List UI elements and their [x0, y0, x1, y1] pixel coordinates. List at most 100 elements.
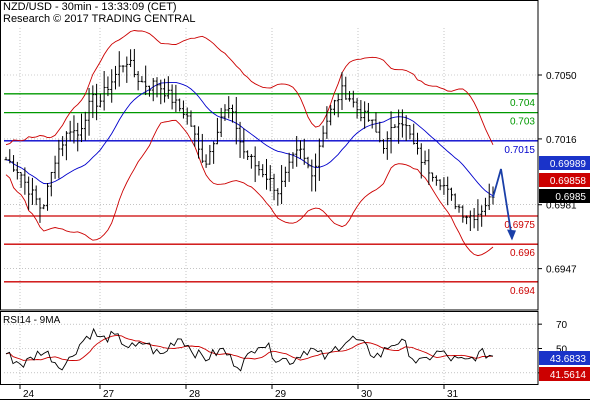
bollinger-lower-band — [5, 119, 494, 257]
price-bar — [298, 140, 302, 159]
price-bar — [15, 161, 19, 180]
price-bar — [80, 113, 84, 143]
price-bars — [4, 48, 495, 232]
price-bar — [257, 161, 261, 176]
ma-value-label-box — [539, 156, 590, 170]
price-bar — [480, 205, 484, 227]
rsi-ma-value-label: 41.5614 — [550, 370, 587, 381]
price-bar — [49, 171, 53, 197]
price-bar — [423, 150, 427, 165]
rsi-value-label-box — [539, 351, 590, 365]
price-bar — [185, 107, 189, 125]
price-bar — [487, 183, 491, 210]
price-bar — [280, 165, 284, 205]
rsi-ma-value-label-box — [539, 367, 590, 381]
price-bar — [276, 188, 280, 206]
rsi-value-label: 43.6833 — [550, 354, 587, 365]
price-bar — [30, 177, 34, 205]
rsi-tick-label: 70 — [556, 320, 568, 331]
level-label-support: 0.6975 — [504, 220, 535, 231]
price-bar — [4, 156, 8, 161]
chart-title: NZD/USD - 30min - 13:33:09 (CET) — [3, 1, 177, 13]
price-bar — [348, 91, 352, 102]
price-bar — [125, 56, 129, 83]
price-bar — [189, 110, 193, 127]
level-label-pivot: 0.7015 — [504, 145, 535, 156]
price-bar — [374, 112, 378, 133]
price-bar — [102, 70, 106, 111]
price-bar — [166, 76, 170, 99]
price-bar — [12, 155, 16, 172]
price-bar — [136, 71, 140, 91]
rsi-ma-line — [5, 334, 494, 362]
price-bar — [340, 72, 344, 110]
price-bar — [363, 101, 367, 129]
price-bar — [174, 84, 178, 112]
price-bar — [412, 123, 416, 145]
price-bar — [385, 131, 389, 160]
price-bar — [408, 125, 412, 140]
price-bar — [163, 78, 167, 103]
price-bar — [472, 208, 476, 229]
price-bar — [325, 106, 329, 139]
price-bar — [238, 121, 242, 158]
price-bar — [159, 79, 163, 105]
price-bar — [117, 51, 121, 87]
price-bar — [310, 159, 314, 192]
price-bar — [38, 197, 42, 223]
level-label-resistance: 0.703 — [510, 117, 535, 128]
price-bar — [427, 149, 431, 185]
price-bar — [147, 85, 151, 97]
price-bar — [291, 152, 295, 169]
price-bar — [23, 167, 27, 195]
price-bar — [264, 158, 268, 190]
date-tick-label: 27 — [103, 389, 115, 400]
date-tick-label: 29 — [275, 389, 287, 400]
date-tick-label: 28 — [189, 389, 201, 400]
price-bar — [457, 204, 461, 213]
price-tick-label: 0.6981 — [546, 201, 577, 212]
price-bar — [253, 146, 257, 183]
price-bar — [434, 175, 438, 186]
level-label-support: 0.694 — [510, 286, 535, 297]
price-bar — [231, 104, 235, 123]
price-bar — [8, 149, 12, 164]
rsi-line — [5, 327, 494, 372]
price-bar — [72, 115, 76, 144]
price-bar — [332, 99, 336, 116]
price-bar — [453, 193, 457, 210]
price-bar — [302, 138, 306, 165]
forecast-path — [492, 168, 513, 239]
price-bar — [121, 65, 125, 73]
price-bar — [370, 119, 374, 129]
price-bar — [336, 93, 340, 118]
price-bar — [98, 93, 102, 108]
price-bar — [27, 176, 31, 210]
price-bar — [215, 117, 219, 145]
price-bar — [461, 205, 465, 223]
price-bar — [483, 197, 487, 216]
level-label-resistance: 0.704 — [510, 98, 535, 109]
price-bar — [351, 90, 355, 108]
price-bar — [438, 179, 442, 191]
last-price-label: 0.6985 — [555, 192, 586, 203]
price-bar — [144, 65, 148, 96]
rsi-panel-border — [0, 311, 539, 385]
last-price-label-box — [539, 189, 590, 203]
price-bar — [242, 128, 246, 159]
price-bar — [465, 215, 469, 225]
price-bar — [366, 102, 370, 122]
price-bar — [87, 87, 91, 136]
price-tick-label: 0.6947 — [546, 265, 577, 276]
price-bar — [393, 124, 397, 129]
price-bar — [19, 172, 23, 188]
forecast-arrowhead — [507, 229, 516, 241]
price-bar — [400, 109, 404, 138]
price-bar — [359, 100, 363, 122]
moving-average — [5, 81, 494, 197]
price-tick-label: 0.7050 — [546, 71, 577, 82]
price-bar — [129, 49, 133, 68]
level-label-support: 0.696 — [510, 248, 535, 259]
price-bar — [404, 115, 408, 142]
